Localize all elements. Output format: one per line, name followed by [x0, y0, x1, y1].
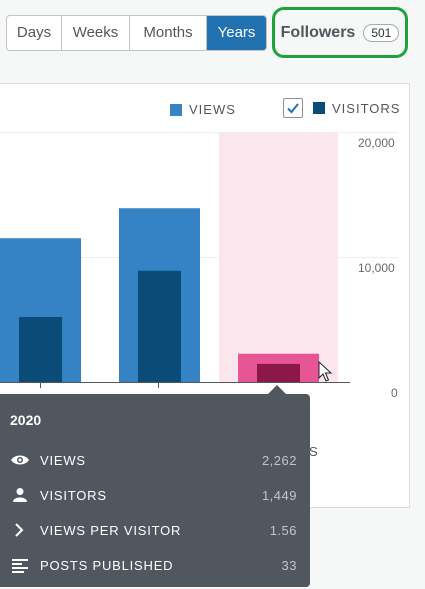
- tooltip-row-visitors: VISITORS 1,449: [10, 485, 297, 505]
- period-tabs: Days Weeks Months Years: [6, 15, 267, 51]
- eye-icon: [10, 452, 32, 468]
- legend-views[interactable]: VIEWS: [170, 102, 236, 117]
- chart-legend: VIEWS VISITORS: [170, 98, 400, 122]
- tab-months[interactable]: Months: [130, 16, 207, 50]
- legend-visitors-label: VISITORS: [332, 100, 401, 116]
- legend-visitors[interactable]: VISITORS: [283, 98, 400, 118]
- chart-tooltip: 2020 VIEWS 2,262 VISITORS 1,449 VIEWS PE…: [0, 385, 310, 587]
- tooltip-value: 1.56: [269, 522, 297, 538]
- visitors-bar[interactable]: [19, 317, 62, 382]
- followers-count-badge: 501: [363, 23, 400, 42]
- tooltip-value: 2,262: [261, 452, 297, 468]
- tooltip-row-views-per-visitor: VIEWS PER VISITOR 1.56: [10, 520, 297, 540]
- y-tick-label: 10,000: [358, 261, 395, 275]
- person-icon: [10, 487, 32, 503]
- checkmark-icon: [287, 103, 299, 114]
- visitors-checkbox[interactable]: [283, 98, 303, 118]
- followers-button[interactable]: Followers 501: [272, 7, 408, 58]
- cursor-icon: [318, 360, 333, 382]
- followers-label: Followers: [280, 23, 356, 41]
- legend-views-label: VIEWS: [189, 102, 236, 117]
- tooltip-row-views: VIEWS 2,262: [10, 450, 297, 470]
- tab-days[interactable]: Days: [7, 16, 62, 50]
- visitors-bar[interactable]: [138, 270, 181, 382]
- chevron-right-icon: [10, 522, 32, 538]
- tab-weeks[interactable]: Weeks: [62, 16, 130, 50]
- tooltip-value: 33: [281, 557, 297, 573]
- tab-years[interactable]: Years: [207, 16, 266, 50]
- visitors-bar[interactable]: [257, 363, 300, 382]
- tooltip-label: VISITORS: [40, 487, 107, 503]
- tooltip-label: POSTS PUBLISHED: [40, 557, 174, 573]
- tooltip-year: 2020: [10, 412, 42, 428]
- truncated-label: S: [309, 444, 319, 459]
- tooltip-label: VIEWS PER VISITOR: [40, 522, 182, 538]
- tooltip-value: 1,449: [261, 487, 297, 503]
- posts-icon: [10, 557, 32, 573]
- tooltip-label: VIEWS: [40, 452, 86, 468]
- y-tick-label: 20,000: [358, 136, 395, 150]
- y-tick-label: 0: [391, 386, 398, 400]
- views-swatch: [170, 103, 182, 116]
- visitors-swatch: [313, 102, 325, 114]
- tooltip-row-posts-published: POSTS PUBLISHED 33: [10, 555, 297, 575]
